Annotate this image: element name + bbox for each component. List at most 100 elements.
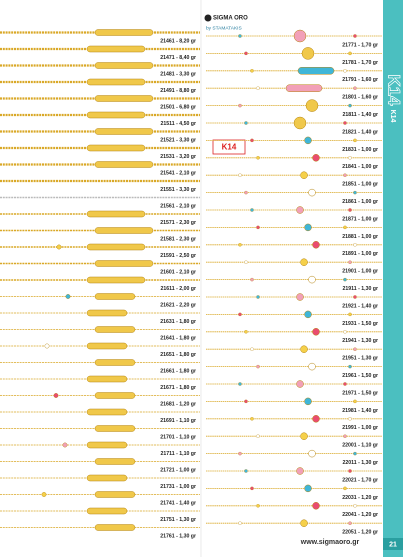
charm <box>65 294 71 299</box>
charm <box>300 258 308 266</box>
charm <box>308 275 316 284</box>
charm <box>304 397 312 406</box>
bead <box>244 51 248 56</box>
bead <box>343 434 347 438</box>
charm <box>312 241 320 249</box>
bead <box>244 469 248 473</box>
plate <box>94 29 154 36</box>
bead <box>244 260 248 264</box>
item-label: 21571 - 2,30 gr <box>160 220 196 226</box>
charm <box>296 380 304 388</box>
bead <box>250 277 254 282</box>
bead <box>343 225 347 230</box>
bead <box>343 277 347 282</box>
charm <box>296 467 304 475</box>
charm <box>53 393 59 398</box>
plate <box>86 144 146 152</box>
logo-mark <box>204 14 212 22</box>
item-label: 21741 - 1,40 gr <box>160 500 196 506</box>
bead <box>238 312 242 317</box>
item-label: 21541 - 2,10 gr <box>160 170 196 176</box>
item-label: 21471 - 8,40 gr <box>160 55 196 61</box>
item-label: 21511 - 4,50 gr <box>161 121 196 127</box>
side-tab <box>383 0 403 557</box>
item-label: 21881 - 1,00 gr <box>342 234 378 240</box>
item-label: 21501 - 6,80 gr <box>160 104 196 110</box>
bead <box>250 138 254 143</box>
item-label: 21801 - 1,60 gr <box>342 95 378 101</box>
item-label: 21791 - 1,60 gr <box>342 77 378 83</box>
item-label: 21641 - 1,80 gr <box>160 335 196 341</box>
item-label: 21751 - 1,30 gr <box>160 517 196 523</box>
charm <box>308 188 316 197</box>
bead <box>256 156 260 160</box>
item-label: 21711 - 1,10 gr <box>161 451 196 457</box>
plate <box>86 210 146 218</box>
charm <box>312 328 320 336</box>
item-label: 21581 - 2,30 gr <box>160 236 196 242</box>
item-label: 21841 - 1,00 gr <box>342 164 378 170</box>
plate <box>94 425 136 432</box>
bead <box>238 451 242 456</box>
plate <box>94 491 136 498</box>
bead <box>256 434 260 438</box>
bead <box>353 34 357 38</box>
plate <box>86 111 146 119</box>
plate <box>94 392 136 399</box>
item-label: 22001 - 1,10 gr <box>342 443 378 449</box>
items: 21461 - 8,20 gr 21471 - 8,40 gr 21481 - 3,… <box>0 29 382 539</box>
item-label: 21771 - 1,70 gr <box>342 42 378 48</box>
charm <box>304 484 312 493</box>
plate <box>86 45 146 53</box>
charm <box>300 519 308 527</box>
plate <box>86 375 128 383</box>
item-label: 21821 - 1,40 gr <box>342 129 378 135</box>
item-label: 21931 - 1,50 gr <box>342 321 378 327</box>
item-label: 21611 - 2,00 gr <box>161 286 196 292</box>
item-label: 21681 - 1,20 gr <box>160 401 196 407</box>
plate <box>94 458 136 465</box>
bead <box>353 295 357 299</box>
item-label: 21671 - 1,80 gr <box>160 385 196 391</box>
footer-url: www.sigmaoro.gr <box>300 539 360 546</box>
bead <box>353 138 357 143</box>
bead <box>348 469 352 473</box>
plate <box>94 128 154 135</box>
bead <box>256 86 260 90</box>
item-label: 22031 - 1,20 gr <box>342 495 378 501</box>
bead <box>250 486 254 491</box>
charm <box>305 99 319 112</box>
bead <box>256 364 260 369</box>
item-label: 21971 - 1,50 gr <box>342 390 378 396</box>
bead <box>343 382 347 386</box>
bead <box>348 156 352 160</box>
bead <box>238 103 242 108</box>
bead <box>244 330 248 334</box>
item-label: 21851 - 1,00 gr <box>342 182 378 188</box>
badge-box <box>212 139 246 155</box>
bead <box>353 451 357 456</box>
item-label: 21831 - 1,00 gr <box>342 147 378 153</box>
plate <box>86 408 128 416</box>
bead <box>238 521 242 525</box>
charm <box>304 136 312 145</box>
charm <box>304 310 312 319</box>
bead <box>238 243 242 247</box>
item-label: 21661 - 1,80 gr <box>160 368 196 374</box>
item-label: 21871 - 1,00 gr <box>342 216 378 222</box>
bead <box>244 399 248 404</box>
bead <box>348 521 352 525</box>
item-label: 21911 - 1,30 gr <box>343 286 378 292</box>
side-tab-small: K14 <box>389 110 396 123</box>
bead <box>250 69 254 73</box>
charm <box>300 345 308 353</box>
bead <box>343 121 347 125</box>
item-label: 21981 - 1,40 gr <box>342 408 378 414</box>
bead <box>348 364 352 369</box>
bead <box>343 486 347 491</box>
item-label: 22051 - 1,20 gr <box>342 530 378 536</box>
page-number: 21 <box>389 541 397 548</box>
byline: by STAMATAKIS <box>206 25 242 31</box>
plate <box>86 243 146 251</box>
